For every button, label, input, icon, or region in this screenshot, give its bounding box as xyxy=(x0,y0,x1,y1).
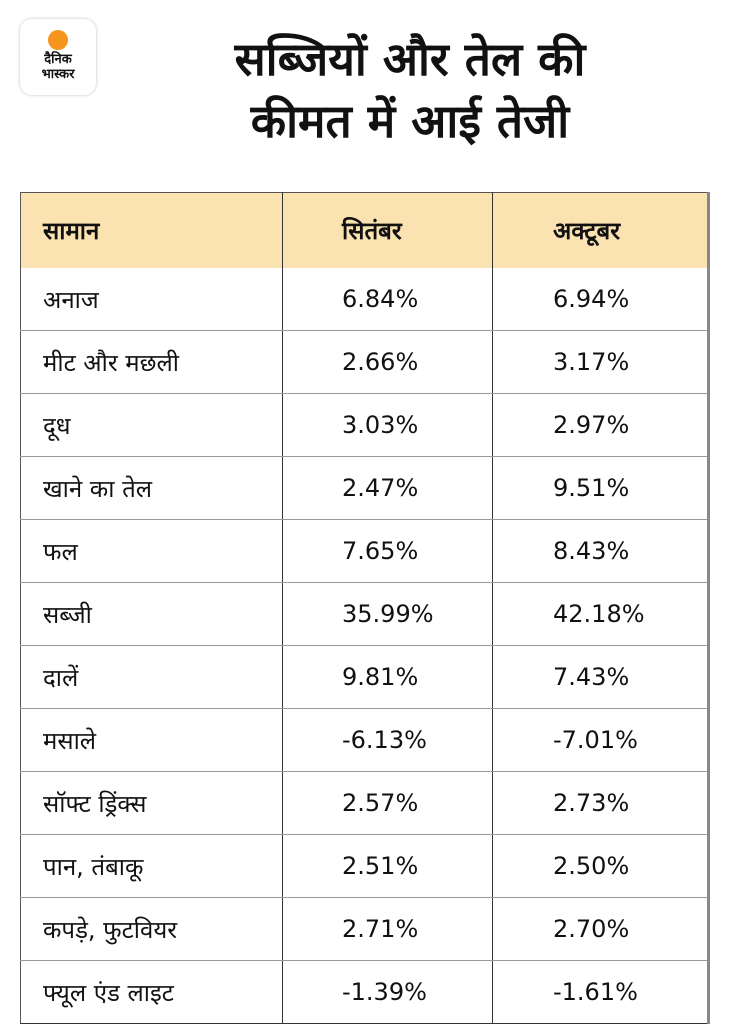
item-cell: अनाज xyxy=(20,268,283,331)
september-cell: 2.71% xyxy=(282,897,493,961)
logo-line-2: भास्कर xyxy=(41,67,75,82)
page-title: सब्जियों और तेल की कीमत में आई तेजी xyxy=(110,28,710,152)
header-october: अक्टूबर xyxy=(492,192,709,268)
sun-icon xyxy=(48,30,68,50)
item-cell: फल xyxy=(20,519,283,583)
table-row: खाने का तेल 2.47% 9.51% xyxy=(20,456,709,520)
october-cell: -7.01% xyxy=(492,708,709,772)
september-cell: -1.39% xyxy=(282,960,493,1024)
table-row: दूध 3.03% 2.97% xyxy=(20,393,709,457)
october-cell: 9.51% xyxy=(492,456,709,520)
table-row: सब्जी 35.99% 42.18% xyxy=(20,582,709,646)
september-cell: 2.66% xyxy=(282,330,493,394)
table-row: फ्यूल एंड लाइट -1.39% -1.61% xyxy=(20,960,709,1024)
september-cell: 9.81% xyxy=(282,645,493,709)
october-cell: 7.43% xyxy=(492,645,709,709)
item-cell: कपड़े, फुटवियर xyxy=(20,897,283,961)
september-cell: 35.99% xyxy=(282,582,493,646)
september-cell: 7.65% xyxy=(282,519,493,583)
item-cell: दूध xyxy=(20,393,283,457)
title-line-2: कीमत में आई तेजी xyxy=(250,94,570,148)
table-row: सॉफ्ट ड्रिंक्स 2.57% 2.73% xyxy=(20,771,709,835)
title-line-1: सब्जियों और तेल की xyxy=(234,32,586,86)
table-row: मसाले -6.13% -7.01% xyxy=(20,708,709,772)
table-row: अनाज 6.84% 6.94% xyxy=(20,268,709,331)
table-row: दालें 9.81% 7.43% xyxy=(20,645,709,709)
item-cell: मसाले xyxy=(20,708,283,772)
october-cell: 6.94% xyxy=(492,268,709,331)
logo-line-1: दैनिक xyxy=(44,52,72,67)
october-cell: -1.61% xyxy=(492,960,709,1024)
price-table: सामान सितंबर अक्टूबर अनाज 6.84% 6.94% मीट औ… xyxy=(20,192,710,1024)
dainik-bhaskar-logo: दैनिक भास्कर xyxy=(20,19,96,95)
table-row: कपड़े, फुटवियर 2.71% 2.70% xyxy=(20,897,709,961)
header-september: सितंबर xyxy=(282,192,493,268)
table-row: मीट और मछली 2.66% 3.17% xyxy=(20,330,709,394)
september-cell: 2.51% xyxy=(282,834,493,898)
item-cell: सब्जी xyxy=(20,582,283,646)
item-cell: खाने का तेल xyxy=(20,456,283,520)
october-cell: 8.43% xyxy=(492,519,709,583)
september-cell: 2.47% xyxy=(282,456,493,520)
header-item: सामान xyxy=(20,192,283,268)
item-cell: सॉफ्ट ड्रिंक्स xyxy=(20,771,283,835)
item-cell: मीट और मछली xyxy=(20,330,283,394)
september-cell: 2.57% xyxy=(282,771,493,835)
table-row: पान, तंबाकू 2.51% 2.50% xyxy=(20,834,709,898)
item-cell: फ्यूल एंड लाइट xyxy=(20,960,283,1024)
item-cell: दालें xyxy=(20,645,283,709)
september-cell: 3.03% xyxy=(282,393,493,457)
october-cell: 42.18% xyxy=(492,582,709,646)
october-cell: 2.50% xyxy=(492,834,709,898)
september-cell: -6.13% xyxy=(282,708,493,772)
october-cell: 2.73% xyxy=(492,771,709,835)
october-cell: 2.70% xyxy=(492,897,709,961)
october-cell: 2.97% xyxy=(492,393,709,457)
october-cell: 3.17% xyxy=(492,330,709,394)
september-cell: 6.84% xyxy=(282,268,493,331)
item-cell: पान, तंबाकू xyxy=(20,834,283,898)
table-header-row: सामान सितंबर अक्टूबर xyxy=(20,192,709,268)
table-row: फल 7.65% 8.43% xyxy=(20,519,709,583)
